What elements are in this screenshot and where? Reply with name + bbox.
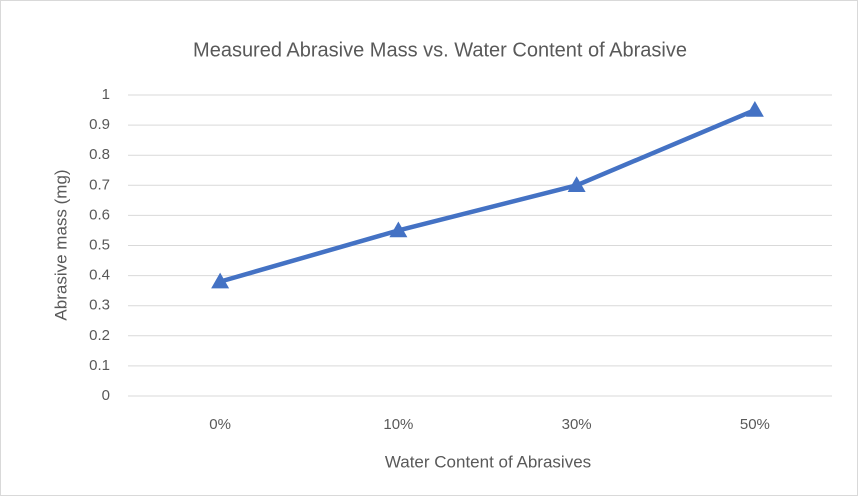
y-tick-label: 0.7 [89, 176, 110, 193]
y-tick-label: 0.6 [89, 206, 110, 223]
y-tick-label: 0.8 [89, 146, 110, 163]
y-tick-label: 0.2 [89, 327, 110, 344]
y-tick-label: 0.5 [89, 236, 110, 253]
x-tick-label: 10% [383, 416, 413, 433]
y-tick-label: 0.9 [89, 116, 110, 133]
x-axis-title: Water Content of Abrasives [385, 452, 591, 471]
data-line [219, 107, 756, 284]
data-point [567, 176, 586, 193]
y-tick-label: 0.1 [89, 357, 110, 374]
x-tick-label: 50% [740, 416, 770, 433]
y-tick-label: 0.3 [89, 297, 110, 314]
y-tick-label: 1 [102, 86, 110, 103]
chart-title: Measured Abrasive Mass vs. Water Content… [193, 39, 687, 61]
x-tick-label: 30% [562, 416, 592, 433]
data-point [211, 272, 230, 289]
data-point [389, 221, 408, 238]
data-point [745, 101, 764, 117]
y-tick-label: 0 [102, 387, 110, 404]
y-axis-title: Abrasive mass (mg) [51, 169, 70, 320]
x-tick-label: 0% [209, 416, 231, 433]
y-tick-label: 0.4 [89, 267, 110, 284]
